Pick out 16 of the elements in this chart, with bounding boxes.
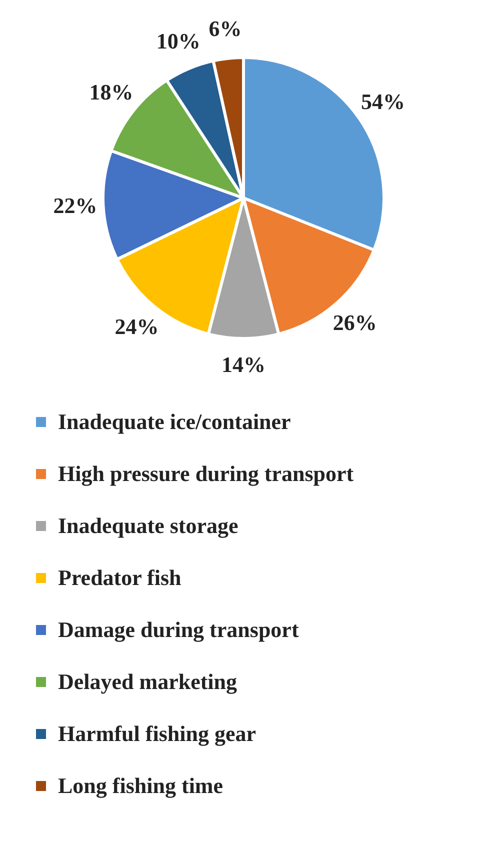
legend-label: Delayed marketing: [58, 669, 238, 695]
data-label: 24%: [114, 314, 159, 340]
legend-label: High pressure during transport: [58, 461, 354, 487]
data-label: 18%: [89, 79, 134, 104]
data-label: 10%: [156, 28, 200, 54]
legend-label: Inadequate storage: [58, 513, 238, 539]
data-label: 54%: [360, 89, 405, 114]
legend-label: Harmful fishing gear: [58, 721, 256, 747]
data-label: 22%: [53, 192, 98, 218]
data-label: 26%: [332, 310, 377, 336]
data-label: 14%: [222, 352, 266, 378]
legend-label: Inadequate ice/container: [58, 409, 291, 435]
legend-label: Predator fish: [58, 565, 182, 591]
data-label: 6%: [208, 16, 242, 42]
legend-label: Long fishing time: [58, 773, 224, 799]
legend-label: Damage during transport: [58, 617, 299, 643]
